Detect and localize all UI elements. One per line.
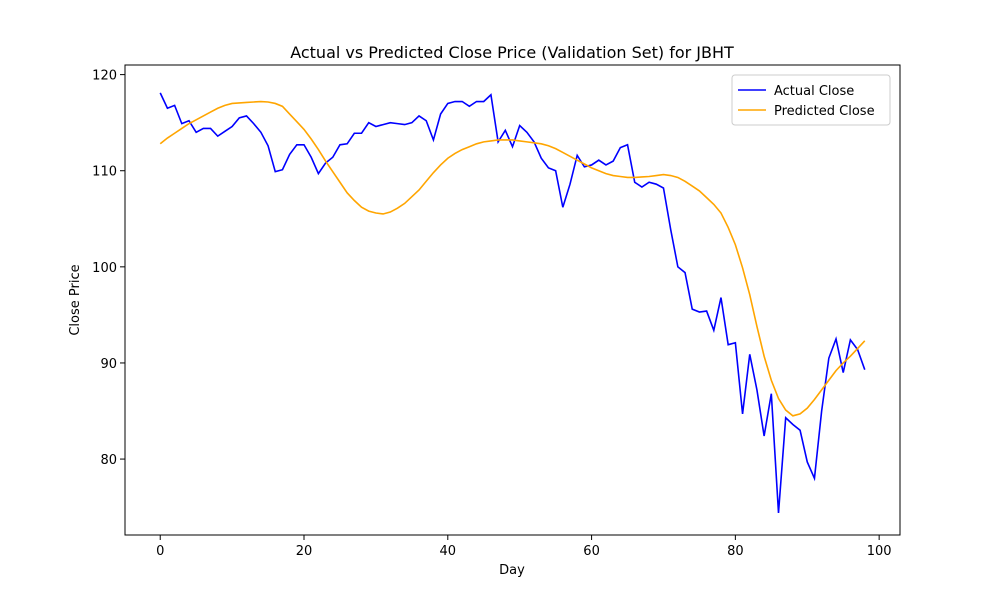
y-tick-label: 120 xyxy=(92,69,117,84)
x-tick-label: 100 xyxy=(867,544,892,559)
x-tick-label: 0 xyxy=(156,544,164,559)
legend-label: Actual Close xyxy=(774,84,854,99)
x-axis-label: Day xyxy=(499,563,525,578)
y-axis-label: Close Price xyxy=(68,264,83,335)
y-tick-label: 90 xyxy=(100,357,117,372)
x-tick-label: 20 xyxy=(296,544,313,559)
y-tick-label: 80 xyxy=(100,453,117,468)
plot-frame xyxy=(124,64,901,536)
y-tick-label: 100 xyxy=(92,261,117,276)
x-tick-label: 60 xyxy=(583,544,600,559)
data-line xyxy=(159,92,866,513)
chart-title: Actual vs Predicted Close Price (Validat… xyxy=(290,43,734,62)
y-tick-label: 110 xyxy=(92,165,117,180)
data-line xyxy=(159,100,866,417)
legend-box xyxy=(731,74,891,126)
x-tick-label: 40 xyxy=(440,544,457,559)
legend-label: Predicted Close xyxy=(774,104,875,119)
x-tick-label: 80 xyxy=(727,544,744,559)
